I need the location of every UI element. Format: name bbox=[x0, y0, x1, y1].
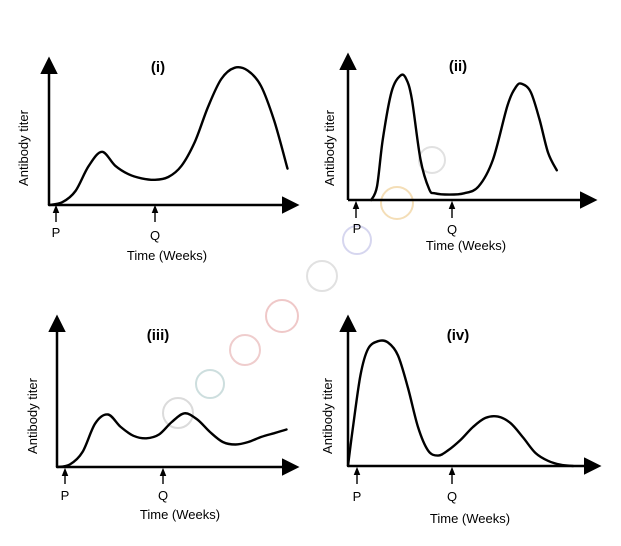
marker-p-label: P bbox=[52, 225, 61, 240]
series-line bbox=[370, 73, 558, 202]
chart-title: (iii) bbox=[147, 327, 170, 344]
y-axis-label: Antibody titer bbox=[25, 377, 40, 454]
chart-panel-3: (iii) Antibody titer P Q Time (Weeks) bbox=[25, 314, 300, 522]
y-axis-label: Antibody titer bbox=[16, 109, 31, 186]
marker-q-label: Q bbox=[447, 489, 457, 504]
chart-panel-1: (i) Antibody titer P Q Time (Weeks) bbox=[16, 56, 300, 263]
marker-p-label: P bbox=[353, 221, 362, 236]
chart-title: (ii) bbox=[449, 58, 467, 75]
marker-q-label: Q bbox=[158, 488, 168, 503]
y-axis-label: Antibody titer bbox=[322, 109, 337, 186]
x-axis-label: Time (Weeks) bbox=[140, 507, 220, 522]
chart-panel-2: (ii) Antibody titer P Q Time (Weeks) bbox=[322, 52, 598, 253]
watermark-seals bbox=[162, 146, 446, 429]
chart-title: (i) bbox=[151, 59, 165, 76]
x-axis-label: Time (Weeks) bbox=[127, 248, 207, 263]
chart-title: (iv) bbox=[447, 327, 470, 344]
series-line bbox=[346, 339, 575, 468]
chart-panel-4: (iv) Antibody titer P Q Time (Weeks) bbox=[320, 314, 602, 526]
series-line bbox=[55, 412, 288, 469]
x-axis-label: Time (Weeks) bbox=[426, 238, 506, 253]
marker-q-label: Q bbox=[150, 228, 160, 243]
series-line bbox=[47, 66, 289, 207]
x-axis-label: Time (Weeks) bbox=[430, 511, 510, 526]
y-axis-label: Antibody titer bbox=[320, 377, 335, 454]
marker-p-label: P bbox=[353, 489, 362, 504]
marker-p-label: P bbox=[61, 488, 70, 503]
marker-q-label: Q bbox=[447, 222, 457, 237]
